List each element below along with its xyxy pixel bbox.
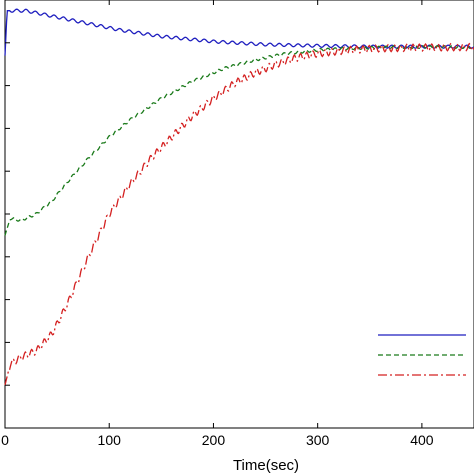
x-tick-label: 200: [202, 432, 226, 448]
x-tick-label: 100: [98, 432, 122, 448]
x-tick-label: 300: [306, 432, 330, 448]
x-axis-label: Time(sec): [233, 457, 299, 474]
series-line-2: [4, 45, 474, 236]
ticks-layer: 0 100 200 300 400: [1, 0, 434, 448]
legend: [378, 334, 466, 376]
x-tick-label: 0: [1, 432, 9, 448]
x-tick-label: 400: [410, 432, 434, 448]
series-line-1: [4, 8, 474, 56]
series-line-3: [4, 42, 474, 386]
series-layer: [4, 8, 474, 386]
